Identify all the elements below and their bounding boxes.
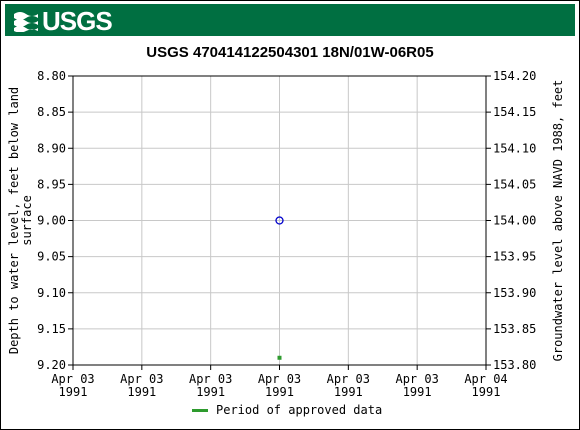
y-tick-label-left: 8.90 <box>37 141 66 155</box>
y-tick-label-left: 9.00 <box>37 214 66 228</box>
x-tick-label-year: 1991 <box>403 385 432 399</box>
y-tick-label-left: 9.20 <box>37 358 66 372</box>
chart-title: USGS 470414122504301 18N/01W-06R05 <box>146 44 434 61</box>
x-tick-label: Apr 03 <box>258 372 301 386</box>
logo-text: USGS <box>42 6 113 36</box>
y-tick-label-left: 9.05 <box>37 250 66 264</box>
legend-swatch <box>192 408 208 412</box>
legend: Period of approved data <box>192 403 382 417</box>
x-tick-label-year: 1991 <box>265 385 294 399</box>
legend-label: Period of approved data <box>216 403 383 417</box>
x-tick-label: Apr 03 <box>120 372 163 386</box>
x-tick-label: Apr 03 <box>51 372 94 386</box>
y-tick-label-right: 153.80 <box>493 358 536 372</box>
y-tick-label-right: 154.15 <box>493 105 536 119</box>
y-tick-label-right: 153.85 <box>493 322 536 336</box>
y-tick-label-right: 154.20 <box>493 69 536 83</box>
x-tick-label: Apr 03 <box>395 372 438 386</box>
y-axis-label-left: Depth to water level, feet below land <box>7 87 21 354</box>
x-tick-label: Apr 04 <box>464 372 507 386</box>
y-tick-label-left: 8.95 <box>37 177 66 191</box>
y-tick-label-left: 8.85 <box>37 105 66 119</box>
x-tick-label: Apr 03 <box>189 372 232 386</box>
y-tick-label-right: 154.10 <box>493 141 536 155</box>
usgs-logo: USGS <box>13 6 113 36</box>
x-tick-label-year: 1991 <box>196 385 225 399</box>
x-tick-label-year: 1991 <box>334 385 363 399</box>
x-tick-label-year: 1991 <box>59 385 88 399</box>
y-axis-label-left-line2: surface <box>20 195 34 246</box>
x-tick-label-year: 1991 <box>127 385 156 399</box>
usgs-banner: USGS <box>5 4 575 36</box>
approved-period-marker <box>277 355 282 360</box>
y-tick-label-left: 9.10 <box>37 286 66 300</box>
y-tick-label-left: 8.80 <box>37 69 66 83</box>
x-tick-label-year: 1991 <box>472 385 501 399</box>
data-point <box>275 216 284 225</box>
plot-border <box>72 75 487 366</box>
y-tick-label-left: 9.15 <box>37 322 66 336</box>
x-tick-label: Apr 03 <box>327 372 370 386</box>
y-tick-label-right: 153.95 <box>493 250 536 264</box>
y-tick-label-right: 154.00 <box>493 214 536 228</box>
y-axis-label-right: Groundwater level above NAVD 1988, feet <box>551 80 565 362</box>
y-tick-label-right: 154.05 <box>493 177 536 191</box>
usgs-wave-icon <box>14 12 38 32</box>
y-tick-label-right: 153.90 <box>493 286 536 300</box>
